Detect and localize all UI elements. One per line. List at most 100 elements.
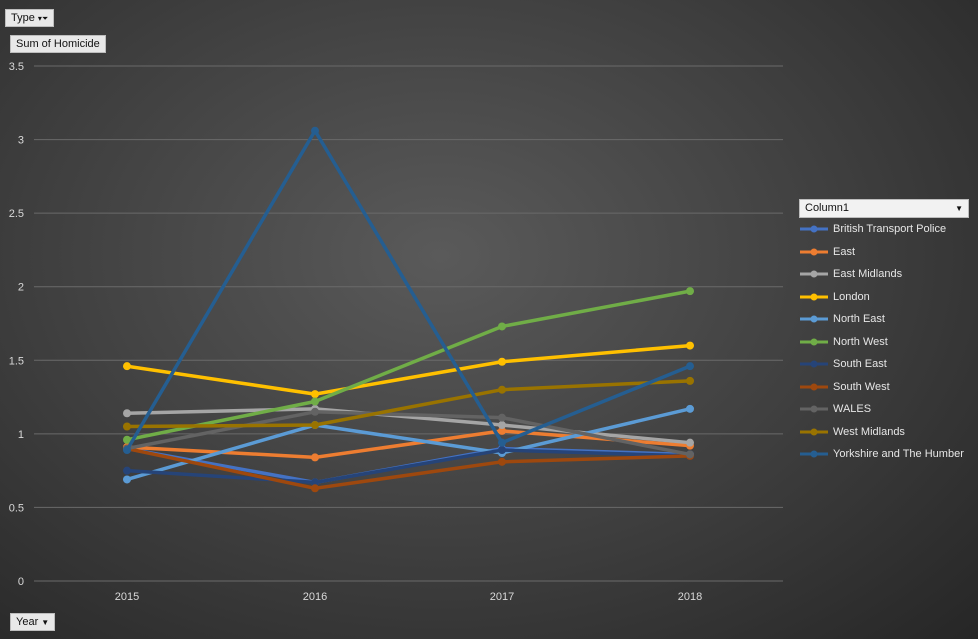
legend-item[interactable]: London [799, 286, 969, 309]
x-tick-label: 2015 [115, 591, 139, 603]
series-wales[interactable] [123, 407, 694, 459]
x-axis: 2015 2016 2017 2018 [115, 591, 702, 603]
data-point[interactable] [498, 438, 506, 447]
year-field-label: Year [16, 616, 39, 628]
data-point[interactable] [123, 362, 131, 371]
data-point[interactable] [311, 478, 319, 487]
data-point[interactable] [686, 341, 694, 350]
x-tick-label: 2017 [490, 591, 514, 603]
legend-label: South East [833, 358, 887, 371]
data-point[interactable] [123, 422, 131, 431]
data-point[interactable] [311, 397, 319, 406]
year-field-button[interactable]: Year ▼ [10, 613, 56, 631]
legend-label: Yorkshire and The Humber [833, 448, 964, 461]
legend-items: British Transport Police East East Midland… [799, 218, 969, 466]
y-tick-label: 0 [18, 576, 24, 588]
legend-field-button[interactable]: Column1 ▼ [799, 199, 969, 218]
series-west-midlands[interactable] [123, 376, 694, 431]
filter-icon: ▾⏷ [37, 14, 49, 23]
data-point[interactable] [123, 466, 131, 475]
legend-item[interactable]: North West [799, 331, 969, 354]
series-line[interactable] [126, 407, 691, 445]
data-point[interactable] [498, 385, 506, 394]
series-south-east[interactable] [123, 446, 694, 487]
data-point[interactable] [498, 426, 506, 435]
series-yorkshire-and-the-humber[interactable] [123, 126, 694, 455]
legend-label: West Midlands [833, 425, 905, 438]
legend-item[interactable]: East Midlands [799, 263, 969, 286]
legend-label: North West [833, 335, 888, 348]
series-london[interactable] [123, 341, 694, 399]
legend-swatch-icon [800, 428, 828, 436]
gridlines [34, 65, 783, 582]
data-point[interactable] [311, 407, 319, 416]
legend: Column1 ▼ British Transport Police East Ea… [799, 199, 969, 466]
legend-field-label: Column1 [805, 202, 850, 214]
data-point[interactable] [311, 484, 319, 493]
series-line[interactable] [126, 407, 691, 482]
type-filter-button[interactable]: Type ▾⏷ [5, 9, 55, 27]
dropdown-arrow-icon: ▼ [41, 618, 50, 627]
legend-label: South West [833, 380, 890, 393]
data-point[interactable] [123, 409, 131, 418]
data-point[interactable] [498, 413, 506, 422]
legend-swatch-icon [800, 248, 828, 256]
data-point[interactable] [498, 421, 506, 430]
legend-swatch-icon [800, 225, 828, 233]
data-point[interactable] [686, 376, 694, 385]
legend-swatch-icon [800, 293, 828, 301]
legend-item[interactable]: North East [799, 308, 969, 331]
data-point[interactable] [498, 357, 506, 366]
data-point[interactable] [498, 446, 506, 455]
series-lines [123, 126, 694, 493]
y-tick-label: 2 [18, 282, 24, 294]
legend-item[interactable]: East [799, 241, 969, 264]
legend-item[interactable]: Yorkshire and The Humber [799, 443, 969, 466]
data-point[interactable] [498, 457, 506, 466]
series-line[interactable] [125, 128, 691, 451]
series-line[interactable] [126, 343, 691, 396]
data-point[interactable] [311, 390, 319, 399]
data-point[interactable] [686, 450, 694, 459]
series-line[interactable] [126, 289, 691, 442]
series-north-west[interactable] [123, 287, 694, 444]
data-point[interactable] [686, 287, 694, 296]
legend-swatch-icon [800, 270, 828, 278]
y-tick-label: 2.5 [9, 208, 24, 220]
value-field-button[interactable]: Sum of Homicide [10, 35, 106, 53]
legend-label: North East [833, 313, 885, 326]
value-field-label: Sum of Homicide [16, 38, 100, 50]
legend-item[interactable]: South West [799, 376, 969, 399]
data-point[interactable] [686, 404, 694, 413]
series-line[interactable] [126, 448, 691, 485]
series-line[interactable] [126, 446, 691, 491]
legend-item[interactable]: South East [799, 353, 969, 376]
legend-item[interactable]: West Midlands [799, 421, 969, 444]
legend-label: British Transport Police [833, 223, 947, 236]
data-point[interactable] [311, 421, 319, 430]
legend-swatch-icon [800, 450, 828, 458]
x-tick-label: 2018 [678, 591, 702, 603]
dropdown-arrow-icon: ▼ [955, 204, 963, 213]
y-axis: 0 0.5 1 1.5 2 2.5 3 3.5 [9, 61, 24, 588]
y-tick-label: 1.5 [9, 355, 24, 367]
data-point[interactable] [123, 475, 131, 484]
data-point[interactable] [311, 126, 319, 135]
data-point[interactable] [686, 438, 694, 447]
y-tick-label: 0.5 [9, 502, 24, 514]
data-point[interactable] [686, 362, 694, 371]
data-point[interactable] [498, 322, 506, 331]
legend-swatch-icon [800, 405, 828, 413]
data-point[interactable] [311, 453, 319, 462]
data-point[interactable] [123, 435, 131, 444]
legend-swatch-icon [800, 338, 828, 346]
y-tick-label: 1 [18, 429, 24, 441]
series-line[interactable] [126, 379, 691, 429]
legend-item[interactable]: British Transport Police [799, 218, 969, 241]
series-line[interactable] [126, 410, 691, 457]
legend-swatch-icon [800, 383, 828, 391]
legend-item[interactable]: WALES [799, 398, 969, 421]
y-tick-label: 3.5 [9, 61, 24, 73]
data-point[interactable] [123, 446, 131, 455]
